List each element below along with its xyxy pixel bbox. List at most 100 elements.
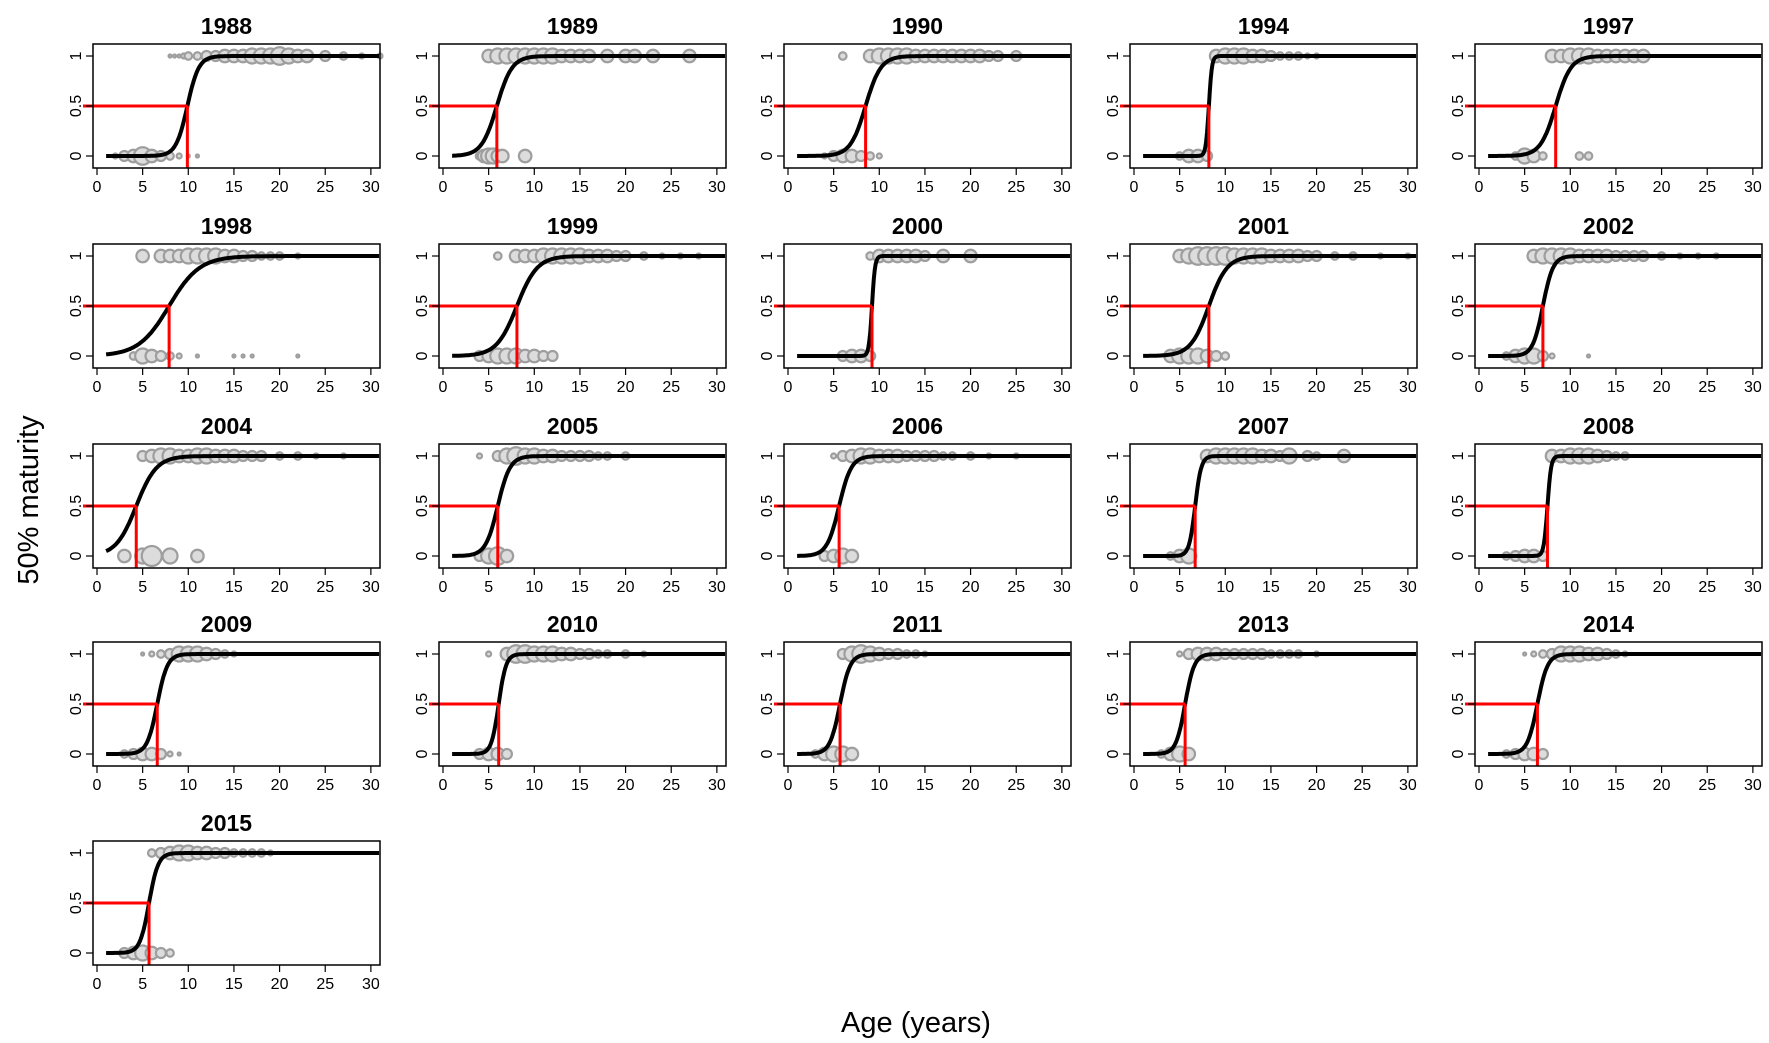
x-tick-label: 15	[571, 379, 589, 396]
x-tick-label: 0	[439, 179, 448, 196]
x-tick-label: 10	[1561, 777, 1579, 794]
x-tick-label: 30	[1053, 777, 1071, 794]
panel-title: 2002	[1583, 213, 1634, 239]
y-tick-label: 1	[1450, 251, 1467, 260]
data-point	[1538, 151, 1548, 161]
x-tick-label: 20	[1653, 379, 1671, 396]
panel-2004: 2004 0 5 10 15 20 25 30 0 0.5 1	[68, 413, 381, 596]
x-tick-label: 0	[93, 777, 102, 794]
x-tick-label: 15	[1607, 179, 1625, 196]
x-tick-label: 5	[138, 579, 147, 596]
x-tick-label: 5	[138, 976, 147, 993]
data-point	[546, 349, 559, 363]
y-tick-label: 0.5	[1450, 693, 1467, 715]
x-tick-label: 5	[1175, 777, 1184, 794]
panel-1994: 1994 0 5 10 15 20 25 30 0 0.5 1	[1105, 13, 1418, 196]
data-point	[165, 948, 175, 958]
panel-2002: 2002 0 5 10 15 20 25 30 0 0.5 1	[1450, 213, 1763, 396]
x-tick-label: 15	[916, 379, 934, 396]
x-tick-label: 5	[138, 379, 147, 396]
x-tick-label: 5	[829, 579, 838, 596]
fitted-curve	[796, 254, 1072, 358]
x-tick-label: 10	[179, 579, 197, 596]
y-tick-label: 1	[759, 649, 776, 658]
panel-title: 2013	[1238, 611, 1289, 637]
y-tick-label: 1	[414, 649, 431, 658]
data-point	[117, 548, 132, 564]
panel-2010: 2010 0 5 10 15 20 25 30 0 0.5 1	[414, 611, 727, 794]
x-tick-label: 20	[1653, 179, 1671, 196]
panel-title: 1990	[892, 13, 943, 39]
y-tick-label: 0	[1450, 749, 1467, 758]
x-tick-label: 25	[662, 179, 680, 196]
data-point	[135, 248, 150, 264]
x-tick-label: 25	[1007, 179, 1025, 196]
y-tick-label: 0.5	[1450, 95, 1467, 117]
x-tick-label: 0	[93, 179, 102, 196]
x-tick-label: 30	[1399, 179, 1417, 196]
panel-title: 2005	[547, 413, 598, 439]
fitted-curve	[1142, 652, 1418, 756]
y-tick-label: 0	[68, 551, 85, 560]
x-tick-label: 30	[362, 379, 380, 396]
panel-2006: 2006 0 5 10 15 20 25 30 0 0.5 1	[759, 413, 1072, 596]
panel-2008: 2008 0 5 10 15 20 25 30 0 0.5 1	[1450, 413, 1763, 596]
x-tick-label: 25	[316, 777, 334, 794]
x-tick-label: 25	[316, 579, 334, 596]
x-tick-label: 15	[1262, 379, 1280, 396]
x-tick-label: 25	[1353, 379, 1371, 396]
panel-title: 2007	[1238, 413, 1289, 439]
data-point	[146, 848, 157, 858]
data-point	[148, 650, 156, 658]
y-tick-label: 0	[414, 749, 431, 758]
panel-2013: 2013 0 5 10 15 20 25 30 0 0.5 1	[1105, 611, 1418, 794]
x-tick-label: 10	[870, 579, 888, 596]
data-point	[249, 353, 255, 359]
y-tick-label: 0	[68, 151, 85, 160]
data-point	[175, 352, 183, 360]
x-tick-label: 10	[179, 976, 197, 993]
panel-2011: 2011 0 5 10 15 20 25 30 0 0.5 1	[759, 611, 1072, 794]
panel-title: 1989	[547, 13, 598, 39]
data-point	[166, 750, 174, 758]
fitted-curve	[105, 254, 381, 357]
y-tick-label: 1	[1450, 649, 1467, 658]
data-points	[818, 447, 1020, 565]
x-tick-label: 30	[708, 777, 726, 794]
y-tick-label: 0	[414, 351, 431, 360]
panel-1997: 1997 0 5 10 15 20 25 30 0 0.5 1	[1450, 13, 1763, 196]
data-point	[875, 152, 883, 160]
panel-2005: 2005 0 5 10 15 20 25 30 0 0.5 1	[414, 413, 727, 596]
x-tick-label: 10	[870, 179, 888, 196]
fitted-curve	[1142, 54, 1418, 158]
y-tick-label: 0.5	[414, 295, 431, 317]
y-tick-label: 0	[759, 551, 776, 560]
y-tick-label: 0.5	[68, 95, 85, 117]
data-point	[844, 746, 860, 762]
data-point	[500, 747, 514, 761]
panel-title: 1988	[201, 13, 252, 39]
panel-2015: 2015 0 5 10 15 20 25 30 0 0.5 1	[68, 810, 381, 993]
x-tick-label: 20	[271, 579, 289, 596]
x-tick-label: 10	[870, 777, 888, 794]
x-tick-label: 10	[525, 379, 543, 396]
data-point	[1538, 649, 1548, 659]
x-tick-label: 15	[1262, 579, 1280, 596]
fitted-curve	[105, 454, 381, 553]
x-tick-label: 0	[1130, 379, 1139, 396]
data-point	[1585, 353, 1592, 359]
panel-title: 2014	[1583, 611, 1634, 637]
x-tick-label: 10	[1216, 179, 1234, 196]
x-tick-label: 30	[1744, 379, 1762, 396]
y-tick-label: 0	[759, 351, 776, 360]
x-tick-label: 0	[784, 579, 793, 596]
y-tick-label: 1	[414, 51, 431, 60]
panel-1990: 1990 0 5 10 15 20 25 30 0 0.5 1	[759, 13, 1072, 196]
panel-1988: 1988 0 5 10 15 20 25 30 0 0.5 1	[68, 13, 384, 196]
x-tick-label: 25	[1353, 777, 1371, 794]
panel-title: 2004	[201, 413, 252, 439]
y-tick-label: 0.5	[1105, 495, 1122, 517]
data-point	[1176, 650, 1184, 658]
